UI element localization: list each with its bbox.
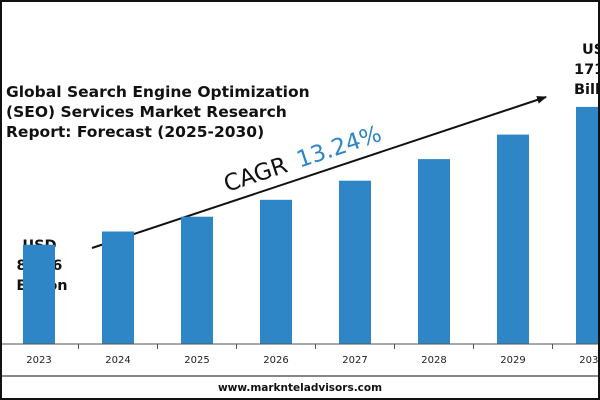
- x-tick-label-2027: 2027: [342, 355, 367, 366]
- bar-2025: [181, 216, 213, 344]
- end-value-label: USD 171 Billi: [574, 42, 598, 98]
- bar-2028: [418, 159, 450, 344]
- x-tick-label-2023: 2023: [26, 355, 51, 366]
- bar-2023: [23, 244, 55, 344]
- bars-group: [23, 106, 598, 345]
- bar-2024: [102, 231, 134, 344]
- x-tick-label-2024: 2024: [105, 355, 130, 366]
- chart-title-line-2: (SEO) Services Market Research: [6, 103, 287, 121]
- chart-title-line-3: Report: Forecast (2025-2030): [6, 123, 264, 141]
- bar-2027: [339, 180, 371, 344]
- x-tick-label-2026: 2026: [263, 355, 288, 366]
- footer-url: www.marknteladvisors.com: [218, 382, 382, 394]
- x-tick-label-2030: 2030: [579, 355, 598, 366]
- cagr-text: CAGR: [221, 152, 291, 197]
- chart-title-line-1: Global Search Engine Optimization: [6, 83, 310, 101]
- x-tick-label-2028: 2028: [421, 355, 446, 366]
- x-tick-label-2029: 2029: [500, 355, 525, 366]
- chart-title: Global Search Engine Optimization (SEO) …: [6, 83, 315, 141]
- end-label-line-3: Billi: [574, 82, 598, 98]
- growth-arrow: [91, 96, 547, 249]
- end-label-line-2: 171: [574, 62, 598, 78]
- bar-2029: [497, 134, 529, 344]
- x-tick-label-2025: 2025: [184, 355, 209, 366]
- bar-2030: [576, 106, 598, 345]
- ticks-group: 2023 2024 2025 2026 2027 2028 2029 2030: [26, 344, 598, 366]
- end-label-line-1: USD: [582, 42, 598, 58]
- bar-2026: [260, 199, 292, 344]
